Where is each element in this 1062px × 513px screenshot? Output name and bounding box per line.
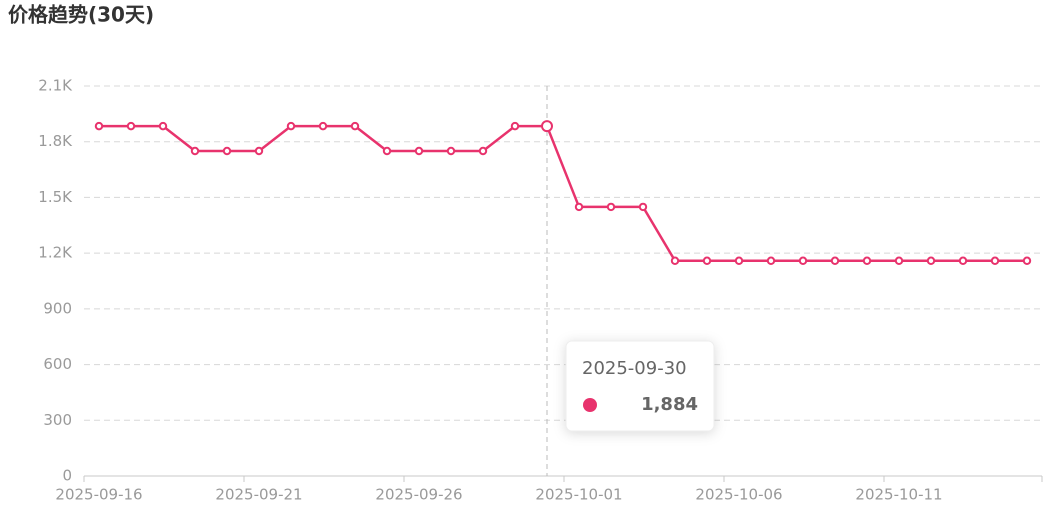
point bbox=[766, 256, 776, 265]
point bbox=[1022, 256, 1032, 265]
point bbox=[254, 146, 264, 156]
y-tick-label: 600 bbox=[43, 355, 72, 373]
point bbox=[862, 256, 872, 265]
x-tick-label: 2025-10-06 bbox=[695, 486, 782, 504]
y-tick-label: 1.5K bbox=[38, 188, 73, 206]
point bbox=[318, 121, 328, 131]
point bbox=[541, 120, 553, 133]
y-tick-label: 1.8K bbox=[38, 132, 73, 150]
y-tick-label: 1.2K bbox=[38, 244, 73, 262]
tooltip-marker bbox=[583, 398, 597, 412]
point bbox=[958, 256, 968, 265]
point bbox=[158, 121, 168, 131]
y-tick-label: 900 bbox=[43, 299, 72, 317]
y-tick-label: 0 bbox=[62, 467, 72, 485]
tooltip-title: 2025-09-30 bbox=[582, 358, 687, 379]
tooltip-value: 1,884 bbox=[641, 394, 698, 415]
point bbox=[126, 121, 136, 131]
point bbox=[222, 146, 232, 156]
point bbox=[286, 121, 296, 131]
point bbox=[638, 202, 648, 212]
x-tick-label: 2025-10-11 bbox=[855, 486, 942, 504]
point bbox=[478, 146, 488, 156]
point bbox=[606, 202, 616, 212]
point bbox=[510, 121, 520, 131]
point bbox=[382, 146, 392, 156]
point bbox=[446, 146, 456, 156]
y-tick-label: 2.1K bbox=[38, 77, 73, 95]
point bbox=[670, 256, 680, 265]
point bbox=[190, 146, 200, 156]
chart-title: 价格趋势(30天) bbox=[8, 3, 154, 27]
tooltip: 2025-09-30 1,884 bbox=[565, 340, 715, 432]
y-tick-label: 300 bbox=[43, 411, 72, 429]
point bbox=[830, 256, 840, 265]
point bbox=[798, 256, 808, 265]
line bbox=[99, 124, 1027, 263]
point bbox=[734, 256, 744, 265]
point bbox=[574, 202, 584, 212]
point bbox=[350, 121, 360, 131]
point bbox=[702, 256, 712, 265]
x-tick-label: 2025-09-21 bbox=[215, 486, 302, 504]
x-tick-label: 2025-09-26 bbox=[375, 486, 462, 504]
point bbox=[926, 256, 936, 265]
tooltip-box bbox=[565, 340, 715, 432]
x-tick-label: 2025-09-16 bbox=[55, 486, 142, 504]
point bbox=[894, 256, 904, 265]
point bbox=[94, 121, 104, 131]
point bbox=[414, 146, 424, 156]
x-tick-label: 2025-10-01 bbox=[535, 486, 622, 504]
point bbox=[990, 256, 1000, 265]
